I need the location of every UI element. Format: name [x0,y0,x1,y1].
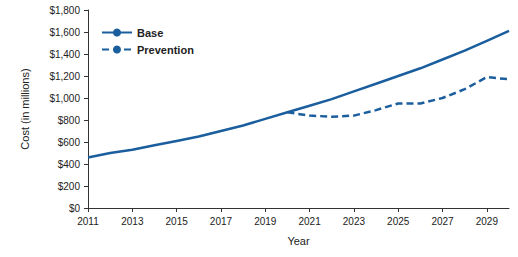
svg-text:$800: $800 [58,115,81,126]
svg-text:$200: $200 [58,181,81,192]
svg-text:$600: $600 [58,137,81,148]
svg-text:Base: Base [137,27,163,39]
svg-text:$1,600: $1,600 [49,27,80,38]
svg-text:2015: 2015 [166,216,189,227]
svg-text:Year: Year [287,235,310,247]
svg-text:2011: 2011 [77,216,99,227]
svg-text:2023: 2023 [343,216,366,227]
svg-text:2021: 2021 [298,216,321,227]
svg-text:2027: 2027 [431,216,454,227]
svg-text:$1,000: $1,000 [49,93,80,104]
svg-text:$1,800: $1,800 [49,5,80,16]
svg-text:2017: 2017 [210,216,233,227]
svg-text:2025: 2025 [387,216,410,227]
svg-text:$1,200: $1,200 [49,71,80,82]
svg-text:$400: $400 [58,159,81,170]
svg-text:Prevention: Prevention [137,44,194,56]
svg-text:2029: 2029 [476,216,499,227]
svg-text:$0: $0 [69,203,81,214]
svg-text:2013: 2013 [121,216,144,227]
svg-text:2019: 2019 [254,216,277,227]
svg-text:Cost (in millions): Cost (in millions) [19,68,31,149]
svg-text:$1,400: $1,400 [49,49,80,60]
